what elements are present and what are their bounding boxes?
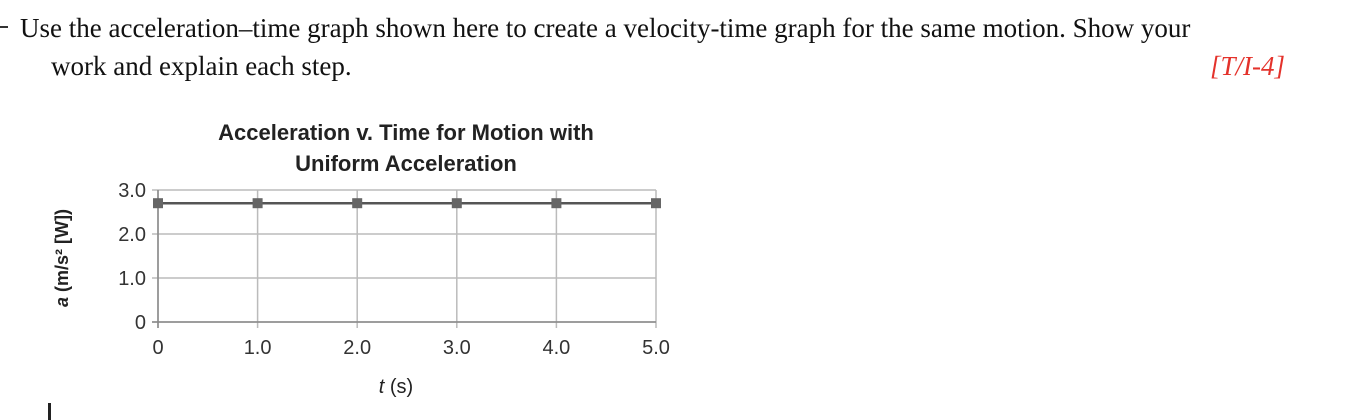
x-tick-label: 0 [152,337,163,359]
x-tick-label: 3.0 [443,337,471,359]
data-point [651,198,661,209]
x-tick-label: 1.0 [244,337,272,359]
data-point [551,198,562,209]
chart-grid [152,189,657,328]
y-axis-label: a (m/s² [W]) [52,209,72,307]
question-text-line1: Use the acceleration–time graph shown he… [20,13,1191,43]
x-tick-label: 4.0 [542,337,570,359]
data-point [352,198,363,209]
y-tick-label: 3.0 [118,180,146,202]
x-tick-labels: 0 1.0 2.0 3.0 4.0 5.0 [152,337,669,359]
y-tick-label: 0 [135,312,146,334]
y-tick-label: 2.0 [118,224,146,246]
skill-tag: [T/I-4] [1209,51,1285,81]
chart-title-line2: Uniform Acceleration [295,151,517,176]
acceleration-time-chart: Acceleration v. Time for Motion with Uni… [52,120,670,398]
x-tick-label: 2.0 [343,337,371,359]
data-point [252,198,263,209]
y-tick-label: 1.0 [118,268,146,290]
question-text-line2: work and explain each step. [51,51,352,81]
data-series [153,198,661,209]
x-axis-label: t (s) [379,376,413,398]
x-tick-label: 5.0 [642,337,670,359]
chart-title-line1: Acceleration v. Time for Motion with [218,120,594,145]
y-tick-labels: 0 1.0 2.0 3.0 [118,180,146,334]
data-point [451,198,462,209]
bullet-mark [0,26,8,28]
data-point [153,198,163,209]
text-cursor [48,403,51,420]
